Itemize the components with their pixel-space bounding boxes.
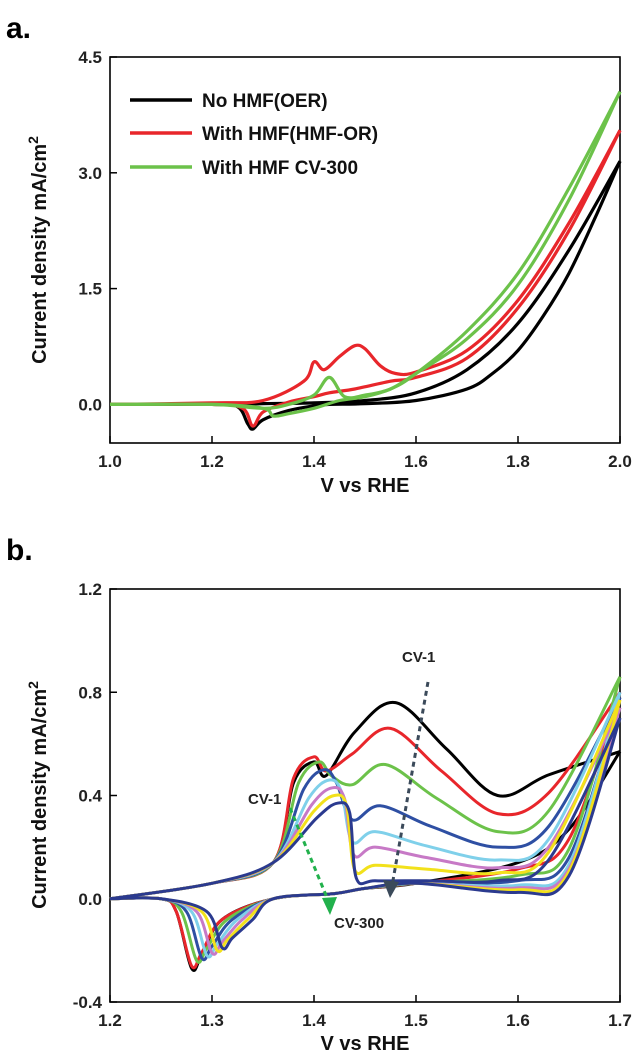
legend-label-2: With HMF CV-300: [202, 158, 358, 179]
panel-b-series-7-forward: [109, 717, 622, 901]
panel-a-chart: 1.0 1.2 1.4 1.6 1.8 2.00.01.53.04.5 V vs RHE …: [25, 48, 632, 497]
panel-a-xtick-label-5: 2.0: [608, 452, 632, 471]
panel-b-xtick-label-5: 1.7: [608, 1011, 632, 1030]
panel-b-label: b.: [6, 534, 33, 567]
panel-a-ylabel: Current density mA/cm2: [25, 136, 51, 364]
panel-a-series-0-reverse: [109, 160, 622, 431]
panel-a-xtick-label-0: 1.0: [98, 452, 122, 471]
legend-label-0: No HMF(OER): [202, 91, 328, 112]
panel-a-ytick-label-3: 4.5: [78, 48, 102, 67]
panel-b-xtick-label-3: 1.5: [404, 1011, 428, 1030]
panel-b-chart: 1.2 1.3 1.4 1.5 1.6 1.7 -0.4 0.0 0.4 0.8 1.2 V vs …: [25, 580, 632, 1055]
panel-a-series-2-reverse: [109, 91, 622, 418]
panel-a-xtick-label-3: 1.6: [404, 452, 428, 471]
panel-b-ylabel: Current density mA/cm2: [25, 681, 51, 909]
dark-arrow: [390, 681, 430, 887]
panel-b-xtick-label-0: 1.2: [98, 1011, 122, 1030]
panel-b-ytick-label-4: 1.2: [78, 580, 102, 599]
annotation-cv300: CV-300: [334, 915, 384, 932]
panel-a-ytick-label-2: 3.0: [78, 164, 102, 183]
panel-b-series-7-reverse: [109, 717, 622, 951]
panel-b-xlabel: V vs RHE: [321, 1033, 410, 1055]
panel-b-xtick-label-1: 1.3: [200, 1011, 224, 1030]
legend-label-1: With HMF(HMF-OR): [202, 124, 378, 145]
panel-a-ytick-label-1: 1.5: [78, 280, 102, 299]
panel-a-legend: No HMF(OER) With HMF(HMF-OR) With HMF CV…: [130, 91, 378, 179]
annotation-cv1-left: CV-1: [248, 791, 281, 808]
panel-a-series-1-forward: [109, 129, 622, 406]
panel-a-xtick-label-4: 1.8: [506, 452, 530, 471]
panel-a-label: a.: [6, 12, 31, 45]
panel-b-ytick-label-1: 0.0: [78, 890, 102, 909]
panel-b-xtick-label-2: 1.4: [302, 1011, 326, 1030]
panel-a-series-0-forward: [109, 160, 622, 407]
panel-a-xtick-label-1: 1.2: [200, 452, 224, 471]
green-arrowhead: [322, 897, 337, 915]
panel-b-ytick-label-0: -0.4: [73, 993, 103, 1012]
panel-a-xtick-label-2: 1.4: [302, 452, 326, 471]
panel-b-ytick-label-2: 0.4: [78, 787, 102, 806]
panel-b-frame: [109, 588, 621, 1003]
annotation-cv1-right: CV-1: [402, 649, 435, 666]
panel-b-xtick-label-4: 1.6: [506, 1011, 530, 1030]
panel-a-series-1-reverse: [109, 129, 622, 428]
dark-arrowhead: [383, 880, 399, 898]
panel-a-ytick-label-0: 0.0: [78, 395, 102, 414]
panel-b-ytick-label-3: 0.8: [78, 683, 102, 702]
panel-a-xlabel: V vs RHE: [321, 475, 410, 497]
panel-a-frame: [109, 56, 621, 444]
